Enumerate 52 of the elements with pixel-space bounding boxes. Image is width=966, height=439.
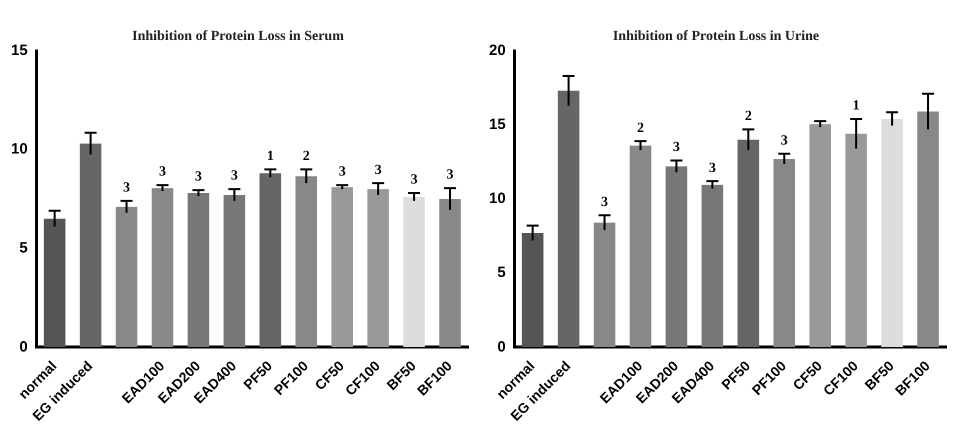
chart-title: Inhibition of Protein Loss in Serum	[132, 29, 344, 44]
annotation: 3	[780, 133, 788, 148]
bar	[331, 187, 353, 348]
bar	[260, 173, 282, 348]
bar	[558, 90, 580, 348]
bar	[702, 184, 724, 348]
annotation: 1	[852, 98, 860, 114]
bar	[188, 193, 210, 348]
annotation: 2	[636, 120, 644, 136]
bar	[403, 196, 425, 348]
bar	[666, 166, 688, 348]
bar	[116, 206, 138, 348]
bar	[845, 134, 867, 348]
bar	[522, 233, 544, 348]
annotation: 2	[302, 148, 310, 164]
annotation: 3	[230, 168, 238, 184]
bar	[773, 158, 796, 348]
y-tick-label: 15	[488, 116, 506, 134]
annotation: 3	[446, 168, 454, 183]
y-tick-label: 10	[10, 140, 28, 158]
chart-title: Inhibition of Protein Loss in Urine	[612, 29, 820, 44]
y-tick-label: 5	[19, 239, 28, 256]
y-tick-label: 20	[488, 42, 506, 59]
annotation: 3	[601, 194, 608, 210]
annotation: 3	[194, 170, 202, 185]
bar	[738, 140, 760, 348]
y-tick-label: 0	[19, 338, 28, 356]
bar	[630, 146, 652, 348]
annotation: 2	[744, 108, 752, 124]
bar	[80, 144, 102, 348]
annotation: 3	[123, 180, 130, 196]
bar	[152, 188, 174, 348]
bar	[367, 189, 389, 348]
bar	[809, 124, 831, 348]
y-tick-label: 0	[497, 338, 506, 356]
bar	[295, 176, 318, 348]
bar	[439, 198, 461, 348]
annotation: 3	[708, 160, 716, 176]
annotation: 3	[374, 162, 382, 178]
annotation: 3	[338, 164, 346, 180]
annotation: 3	[158, 164, 166, 180]
y-tick-label: 15	[10, 42, 28, 59]
bar	[44, 218, 66, 348]
annotation: 3	[410, 172, 418, 188]
y-tick-label: 10	[488, 190, 506, 208]
annotation: 1	[266, 148, 274, 164]
bar	[881, 118, 903, 348]
bar	[917, 112, 939, 348]
y-tick-label: 5	[497, 264, 506, 282]
bar	[224, 195, 246, 348]
bar	[594, 222, 616, 348]
annotation: 3	[672, 140, 680, 156]
